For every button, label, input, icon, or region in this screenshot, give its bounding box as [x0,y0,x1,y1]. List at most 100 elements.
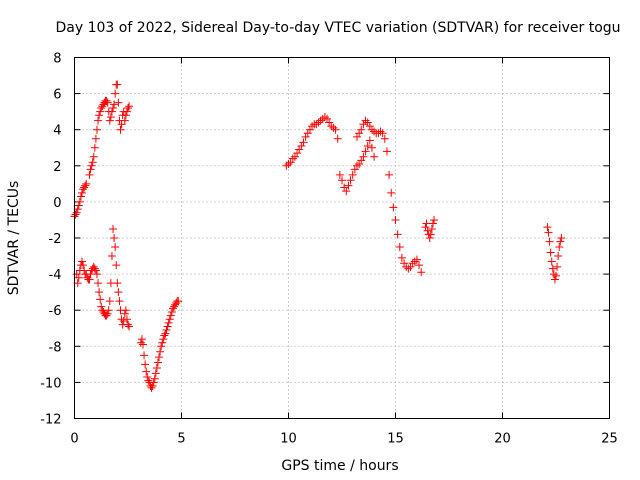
data-point [426,230,435,239]
data-point [557,234,566,242]
y-tick-label: 6 [53,88,61,103]
data-point [74,273,83,282]
data-point [77,188,86,197]
axes: 0 5 10 15 20 25 -12 -10 -8 -6 -4 -2 0 2 4 6 8 [40,52,618,447]
data-point [408,259,417,268]
data-point [327,122,336,131]
series-arc-7 [352,116,426,277]
x-tick-label: 20 [494,432,511,447]
data-point [121,306,130,315]
data-point [357,156,366,165]
data-point [299,138,308,147]
data-point [115,297,124,306]
data-point [171,300,180,309]
data-point [376,127,385,136]
series-arc-9 [543,223,566,284]
data-point [75,197,84,206]
y-tick-label: 4 [53,124,61,139]
data-points [70,80,566,392]
data-point [365,136,374,145]
data-point [427,224,436,233]
data-point [166,311,175,320]
data-point [103,309,112,318]
data-point [308,122,317,131]
data-point [109,104,118,113]
x-tick-label: 15 [387,432,404,447]
y-tick-label: 0 [53,196,61,211]
data-point [393,230,402,239]
data-point [331,125,340,134]
data-point [125,102,134,111]
data-point [92,125,101,134]
data-point [105,297,114,306]
data-point [361,116,370,125]
data-point [142,367,151,376]
data-point [325,118,334,127]
data-point [160,331,169,340]
data-point [117,120,126,129]
data-point [290,152,299,161]
data-point [91,266,100,275]
data-point [88,158,97,167]
data-point [119,317,128,326]
data-point [113,279,122,288]
data-point [404,264,413,273]
y-tick-label: -4 [49,268,62,283]
data-point [122,107,131,116]
data-point [106,113,115,122]
data-point [323,114,332,123]
data-point [102,96,111,105]
data-point [552,271,560,280]
data-point [355,129,364,138]
data-point [357,125,366,134]
data-point [544,228,553,237]
data-point [417,268,426,277]
chart-title: Day 103 of 2022, Sidereal Day-to-day VTE… [55,20,620,36]
data-point [137,335,146,344]
data-point [138,340,147,349]
data-point [430,215,439,224]
data-point [98,102,107,111]
data-point [547,257,556,266]
data-point [71,210,80,219]
data-point [367,125,376,134]
data-point [301,132,310,141]
data-point [102,311,111,320]
data-point [165,315,174,324]
data-point [74,201,83,210]
data-point [112,261,121,270]
data-point [348,170,357,179]
data-point [295,145,304,154]
data-point [284,159,293,168]
data-point [111,89,120,98]
y-tick-label: -2 [49,232,62,247]
y-axis-label: SDTVAR / TECUs [6,181,22,296]
data-point [320,113,329,122]
data-point [95,288,104,297]
data-point [76,192,85,201]
data-point [174,297,183,306]
data-point [335,170,344,179]
data-point [410,257,419,266]
data-point [96,295,105,304]
data-point [143,372,152,381]
data-point [367,143,376,152]
data-point [549,270,558,279]
data-point [81,181,90,190]
data-point [363,141,372,150]
series-arc-2 [85,80,134,179]
data-point [359,152,368,161]
data-point [122,315,131,324]
data-point [104,306,113,315]
y-tick-label: -12 [40,413,61,428]
plot-frame [74,57,610,419]
data-point [114,288,123,297]
data-point [305,125,314,134]
x-tick-label: 0 [70,432,78,447]
data-point [167,308,176,317]
x-axis-label: GPS time / hours [281,458,398,474]
data-point [312,120,321,129]
data-point [105,116,114,125]
data-point [162,326,171,335]
data-point [72,208,81,217]
